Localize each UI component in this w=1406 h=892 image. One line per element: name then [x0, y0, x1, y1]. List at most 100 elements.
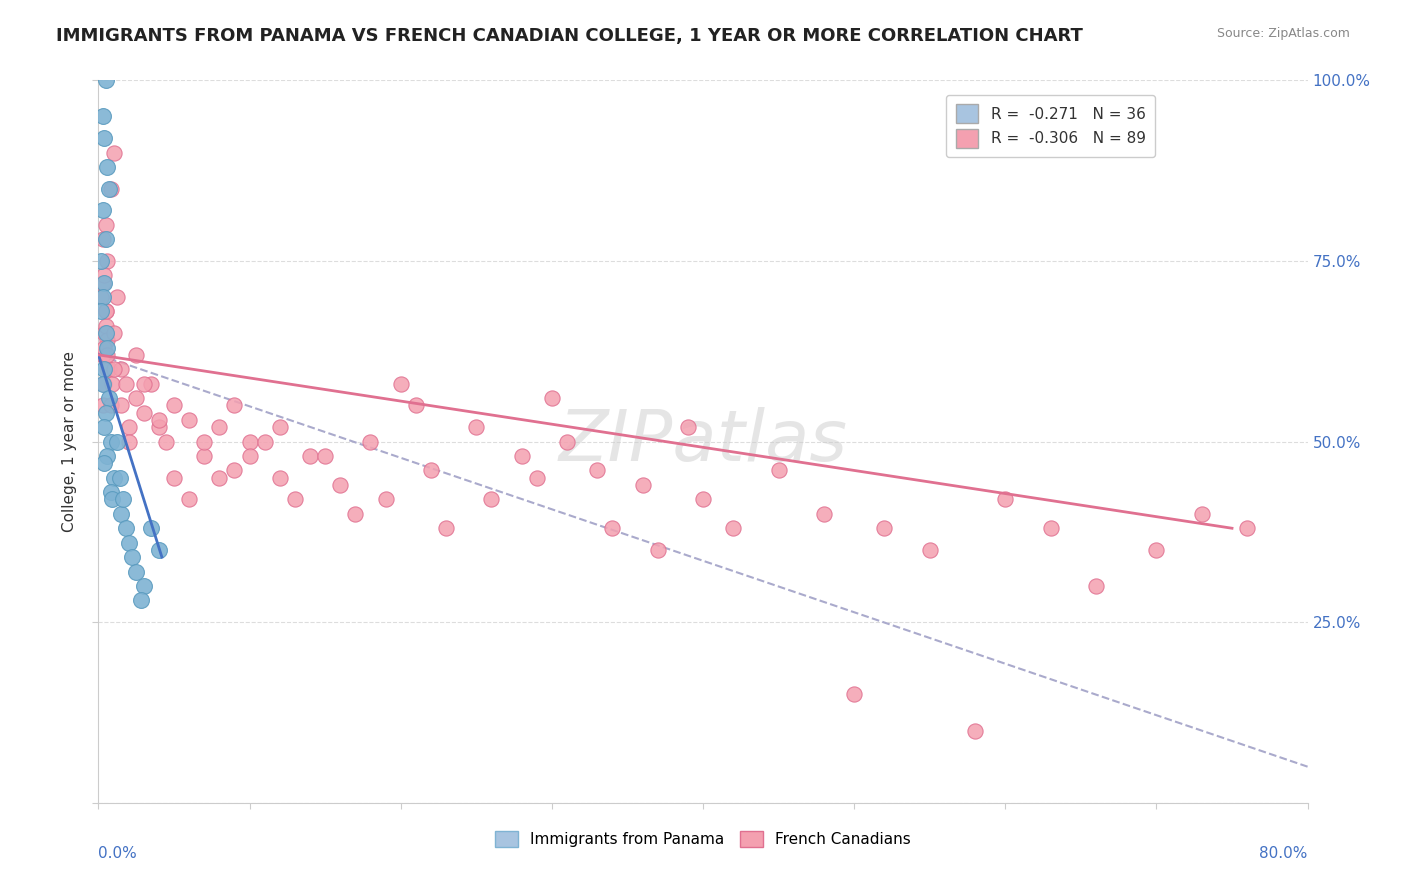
Point: [540, 391, 562, 405]
Point: [329, 478, 352, 492]
Point: [420, 463, 443, 477]
Point: [141, 376, 163, 391]
Point: [94, 218, 117, 232]
Point: [1144, 542, 1167, 557]
Point: [510, 449, 533, 463]
Point: [132, 579, 155, 593]
Point: [163, 470, 186, 484]
Point: [389, 376, 412, 391]
Point: [163, 398, 186, 412]
Point: [91, 348, 114, 362]
Point: [96, 362, 118, 376]
Point: [93, 456, 115, 470]
Point: [121, 550, 143, 565]
Text: 0.0%: 0.0%: [98, 847, 138, 861]
Point: [918, 542, 941, 557]
Point: [91, 376, 114, 391]
Point: [101, 492, 124, 507]
Point: [118, 535, 141, 549]
Point: [93, 326, 115, 340]
Text: IMMIGRANTS FROM PANAMA VS FRENCH CANADIAN COLLEGE, 1 YEAR OR MORE CORRELATION CH: IMMIGRANTS FROM PANAMA VS FRENCH CANADIA…: [56, 27, 1083, 45]
Point: [132, 406, 155, 420]
Point: [1039, 521, 1062, 535]
Point: [269, 420, 291, 434]
Point: [481, 492, 503, 507]
Point: [103, 326, 125, 340]
Point: [1236, 521, 1258, 535]
Point: [602, 521, 624, 535]
Point: [108, 470, 131, 484]
Point: [90, 290, 112, 304]
Point: [91, 203, 114, 218]
Point: [105, 290, 128, 304]
Point: [93, 268, 115, 283]
Point: [208, 420, 231, 434]
Point: [360, 434, 382, 449]
Point: [100, 434, 122, 449]
Point: [125, 391, 148, 405]
Point: [114, 521, 136, 535]
Point: [98, 182, 121, 196]
Point: [125, 565, 148, 579]
Point: [586, 463, 609, 477]
Point: [110, 398, 132, 412]
Point: [90, 253, 112, 268]
Point: [100, 485, 122, 500]
Point: [93, 376, 115, 391]
Point: [96, 334, 118, 348]
Point: [224, 463, 246, 477]
Text: 80.0%: 80.0%: [1260, 847, 1308, 861]
Point: [344, 507, 367, 521]
Point: [98, 362, 121, 376]
Point: [132, 376, 155, 391]
Point: [96, 160, 118, 174]
Point: [125, 348, 148, 362]
Point: [93, 276, 115, 290]
Point: [91, 290, 114, 304]
Point: [90, 304, 112, 318]
Point: [93, 341, 115, 355]
Point: [114, 376, 136, 391]
Point: [692, 492, 714, 507]
Point: [768, 463, 790, 477]
Point: [91, 232, 114, 246]
Point: [844, 687, 866, 701]
Point: [96, 341, 118, 355]
Legend: Immigrants from Panama, French Canadians: Immigrants from Panama, French Canadians: [489, 825, 917, 853]
Point: [526, 470, 548, 484]
Point: [1085, 579, 1108, 593]
Point: [94, 232, 117, 246]
Point: [96, 253, 118, 268]
Text: Source: ZipAtlas.com: Source: ZipAtlas.com: [1216, 27, 1350, 40]
Point: [555, 434, 578, 449]
Point: [94, 73, 117, 87]
Point: [94, 406, 117, 420]
Y-axis label: College, 1 year or more: College, 1 year or more: [62, 351, 77, 532]
Text: ZIPatlas: ZIPatlas: [558, 407, 848, 476]
Point: [148, 542, 170, 557]
Point: [299, 449, 322, 463]
Point: [105, 434, 128, 449]
Point: [465, 420, 488, 434]
Point: [284, 492, 307, 507]
Point: [91, 110, 114, 124]
Point: [631, 478, 654, 492]
Point: [873, 521, 896, 535]
Point: [239, 449, 262, 463]
Point: [374, 492, 396, 507]
Point: [239, 434, 262, 449]
Point: [253, 434, 276, 449]
Point: [148, 413, 170, 427]
Point: [103, 362, 125, 376]
Point: [723, 521, 745, 535]
Point: [96, 449, 118, 463]
Point: [269, 470, 291, 484]
Point: [94, 318, 117, 333]
Point: [93, 362, 115, 376]
Point: [813, 507, 835, 521]
Point: [118, 420, 141, 434]
Point: [208, 470, 231, 484]
Point: [405, 398, 427, 412]
Point: [93, 131, 115, 145]
Point: [103, 470, 125, 484]
